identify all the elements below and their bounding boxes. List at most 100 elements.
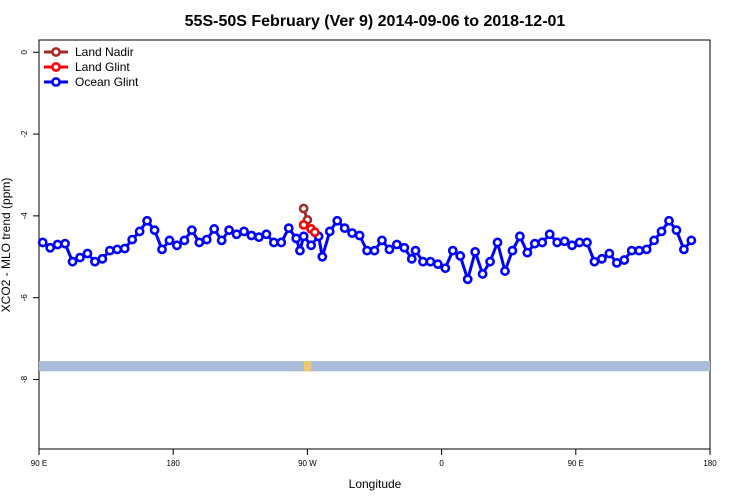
ocean-glint-point bbox=[224, 225, 235, 236]
land-nadir-point bbox=[298, 203, 309, 214]
y-tick-label: -8 bbox=[20, 375, 29, 383]
x-tick-label: 0 bbox=[439, 459, 444, 468]
ocean-glint-point bbox=[172, 240, 182, 251]
ocean-glint-point bbox=[261, 229, 272, 240]
ocean-glint-point bbox=[664, 215, 674, 226]
ocean-glint-point bbox=[52, 239, 63, 250]
ocean-glint-point bbox=[399, 242, 410, 253]
x-tick-label: 90 W bbox=[298, 459, 317, 468]
ocean-glint-point bbox=[60, 238, 70, 249]
ocean-glint-point bbox=[462, 274, 473, 285]
ocean-glint-point bbox=[142, 215, 153, 226]
x-tick-label: 90 E bbox=[568, 459, 584, 468]
y-axis-label: XCO2 - MLO trend (ppm) bbox=[0, 178, 13, 313]
ocean-glint-point bbox=[239, 226, 249, 237]
ocean-glint-point bbox=[500, 266, 510, 276]
legend-label: Land Glint bbox=[75, 60, 130, 74]
legend-item-land-nadir: Land Nadir bbox=[44, 45, 134, 59]
series-land-glint bbox=[298, 219, 320, 238]
ocean-glint-point bbox=[332, 215, 343, 226]
ocean-glint-point bbox=[104, 245, 115, 256]
ocean-glint-point bbox=[384, 244, 395, 255]
ocean-glint-point bbox=[589, 256, 600, 267]
ocean-glint-point bbox=[276, 237, 287, 248]
ocean-glint-point bbox=[127, 234, 138, 245]
ocean-glint-point bbox=[306, 240, 317, 251]
ocean-glint-point bbox=[574, 237, 585, 248]
plot-area bbox=[38, 39, 711, 450]
land-band-layer bbox=[39, 361, 710, 372]
legend-swatch-marker bbox=[51, 77, 61, 87]
ocean-glint-point bbox=[339, 223, 350, 234]
ocean-glint-point bbox=[82, 248, 93, 259]
ocean-glint-point bbox=[634, 245, 645, 256]
legend-swatch-marker bbox=[51, 47, 61, 57]
land-glint-point bbox=[298, 219, 309, 230]
ocean-glint-point bbox=[470, 246, 481, 257]
ocean-glint-point bbox=[582, 237, 592, 248]
ocean-glint-point bbox=[656, 226, 667, 237]
ocean-glint-point bbox=[477, 269, 488, 279]
legend-label: Ocean Glint bbox=[75, 75, 139, 89]
ocean-glint-point bbox=[216, 235, 227, 246]
x-axis-label: Longitude bbox=[349, 477, 402, 491]
ocean-glint-point bbox=[246, 230, 257, 241]
ocean-glint-point bbox=[362, 245, 372, 256]
ocean-glint-point bbox=[67, 256, 78, 267]
y-axis: 0 -2 -4 -6 -8 bbox=[20, 49, 39, 383]
ocean-glint-point bbox=[324, 226, 335, 237]
ocean-glint-point bbox=[529, 238, 540, 249]
ocean-glint-point bbox=[418, 256, 428, 267]
ocean-glint-point bbox=[75, 252, 85, 263]
ocean-glint-point bbox=[317, 251, 328, 262]
y-tick-label: -4 bbox=[20, 212, 29, 220]
ocean-glint-point bbox=[485, 256, 495, 267]
ocean-glint-point bbox=[179, 235, 190, 246]
land-band-highlight bbox=[303, 361, 312, 372]
ocean-glint-point bbox=[112, 244, 123, 255]
series-layer bbox=[37, 203, 697, 285]
ocean-glint-point bbox=[671, 225, 682, 236]
ocean-glint-point bbox=[567, 240, 577, 251]
ocean-glint-point bbox=[377, 235, 387, 246]
ocean-glint-point bbox=[649, 235, 659, 246]
ocean-glint-point bbox=[119, 243, 130, 254]
ocean-glint-point bbox=[492, 237, 503, 248]
x-axis: 90 E 180 90 W 0 90 E 180 bbox=[31, 449, 717, 468]
ocean-glint-point bbox=[552, 237, 563, 248]
ocean-glint-point bbox=[522, 247, 533, 258]
land-glint-point bbox=[309, 227, 320, 238]
ocean-glint-point bbox=[410, 245, 421, 256]
ocean-glint-point bbox=[544, 229, 555, 240]
ocean-glint-point bbox=[596, 253, 607, 264]
ocean-glint-point bbox=[90, 256, 100, 267]
ocean-glint-point bbox=[295, 245, 305, 256]
ocean-glint-point bbox=[97, 253, 108, 264]
ocean-glint-point bbox=[686, 235, 697, 246]
ocean-glint-point bbox=[149, 225, 160, 236]
series-ocean-glint bbox=[37, 215, 697, 285]
ocean-glint-point bbox=[347, 228, 358, 238]
ocean-glint-point bbox=[537, 237, 548, 248]
ocean-glint-point bbox=[231, 229, 242, 240]
legend-swatch-marker bbox=[51, 62, 61, 72]
ocean-glint-point bbox=[369, 245, 380, 256]
ocean-glint-point bbox=[209, 224, 220, 234]
ocean-glint-point bbox=[201, 234, 212, 245]
ocean-glint-point bbox=[391, 239, 402, 250]
ocean-glint-point bbox=[559, 236, 570, 247]
x-tick-label: 180 bbox=[703, 459, 717, 468]
ocean-glint-point bbox=[679, 244, 689, 255]
ocean-glint-point bbox=[507, 245, 518, 256]
chart-title: 55S-50S February (Ver 9) 2014-09-06 to 2… bbox=[185, 13, 566, 30]
land-band bbox=[39, 361, 710, 372]
ocean-glint-point bbox=[164, 235, 175, 246]
ocean-glint-point bbox=[626, 245, 637, 256]
ocean-glint-point bbox=[447, 245, 458, 256]
ocean-glint-point bbox=[604, 248, 615, 259]
ocean-glint-point bbox=[455, 251, 466, 261]
ocean-glint-point bbox=[514, 231, 525, 242]
ocean-glint-point bbox=[268, 237, 279, 248]
ocean-glint-point bbox=[440, 263, 451, 274]
ocean-glint-point bbox=[45, 242, 56, 253]
